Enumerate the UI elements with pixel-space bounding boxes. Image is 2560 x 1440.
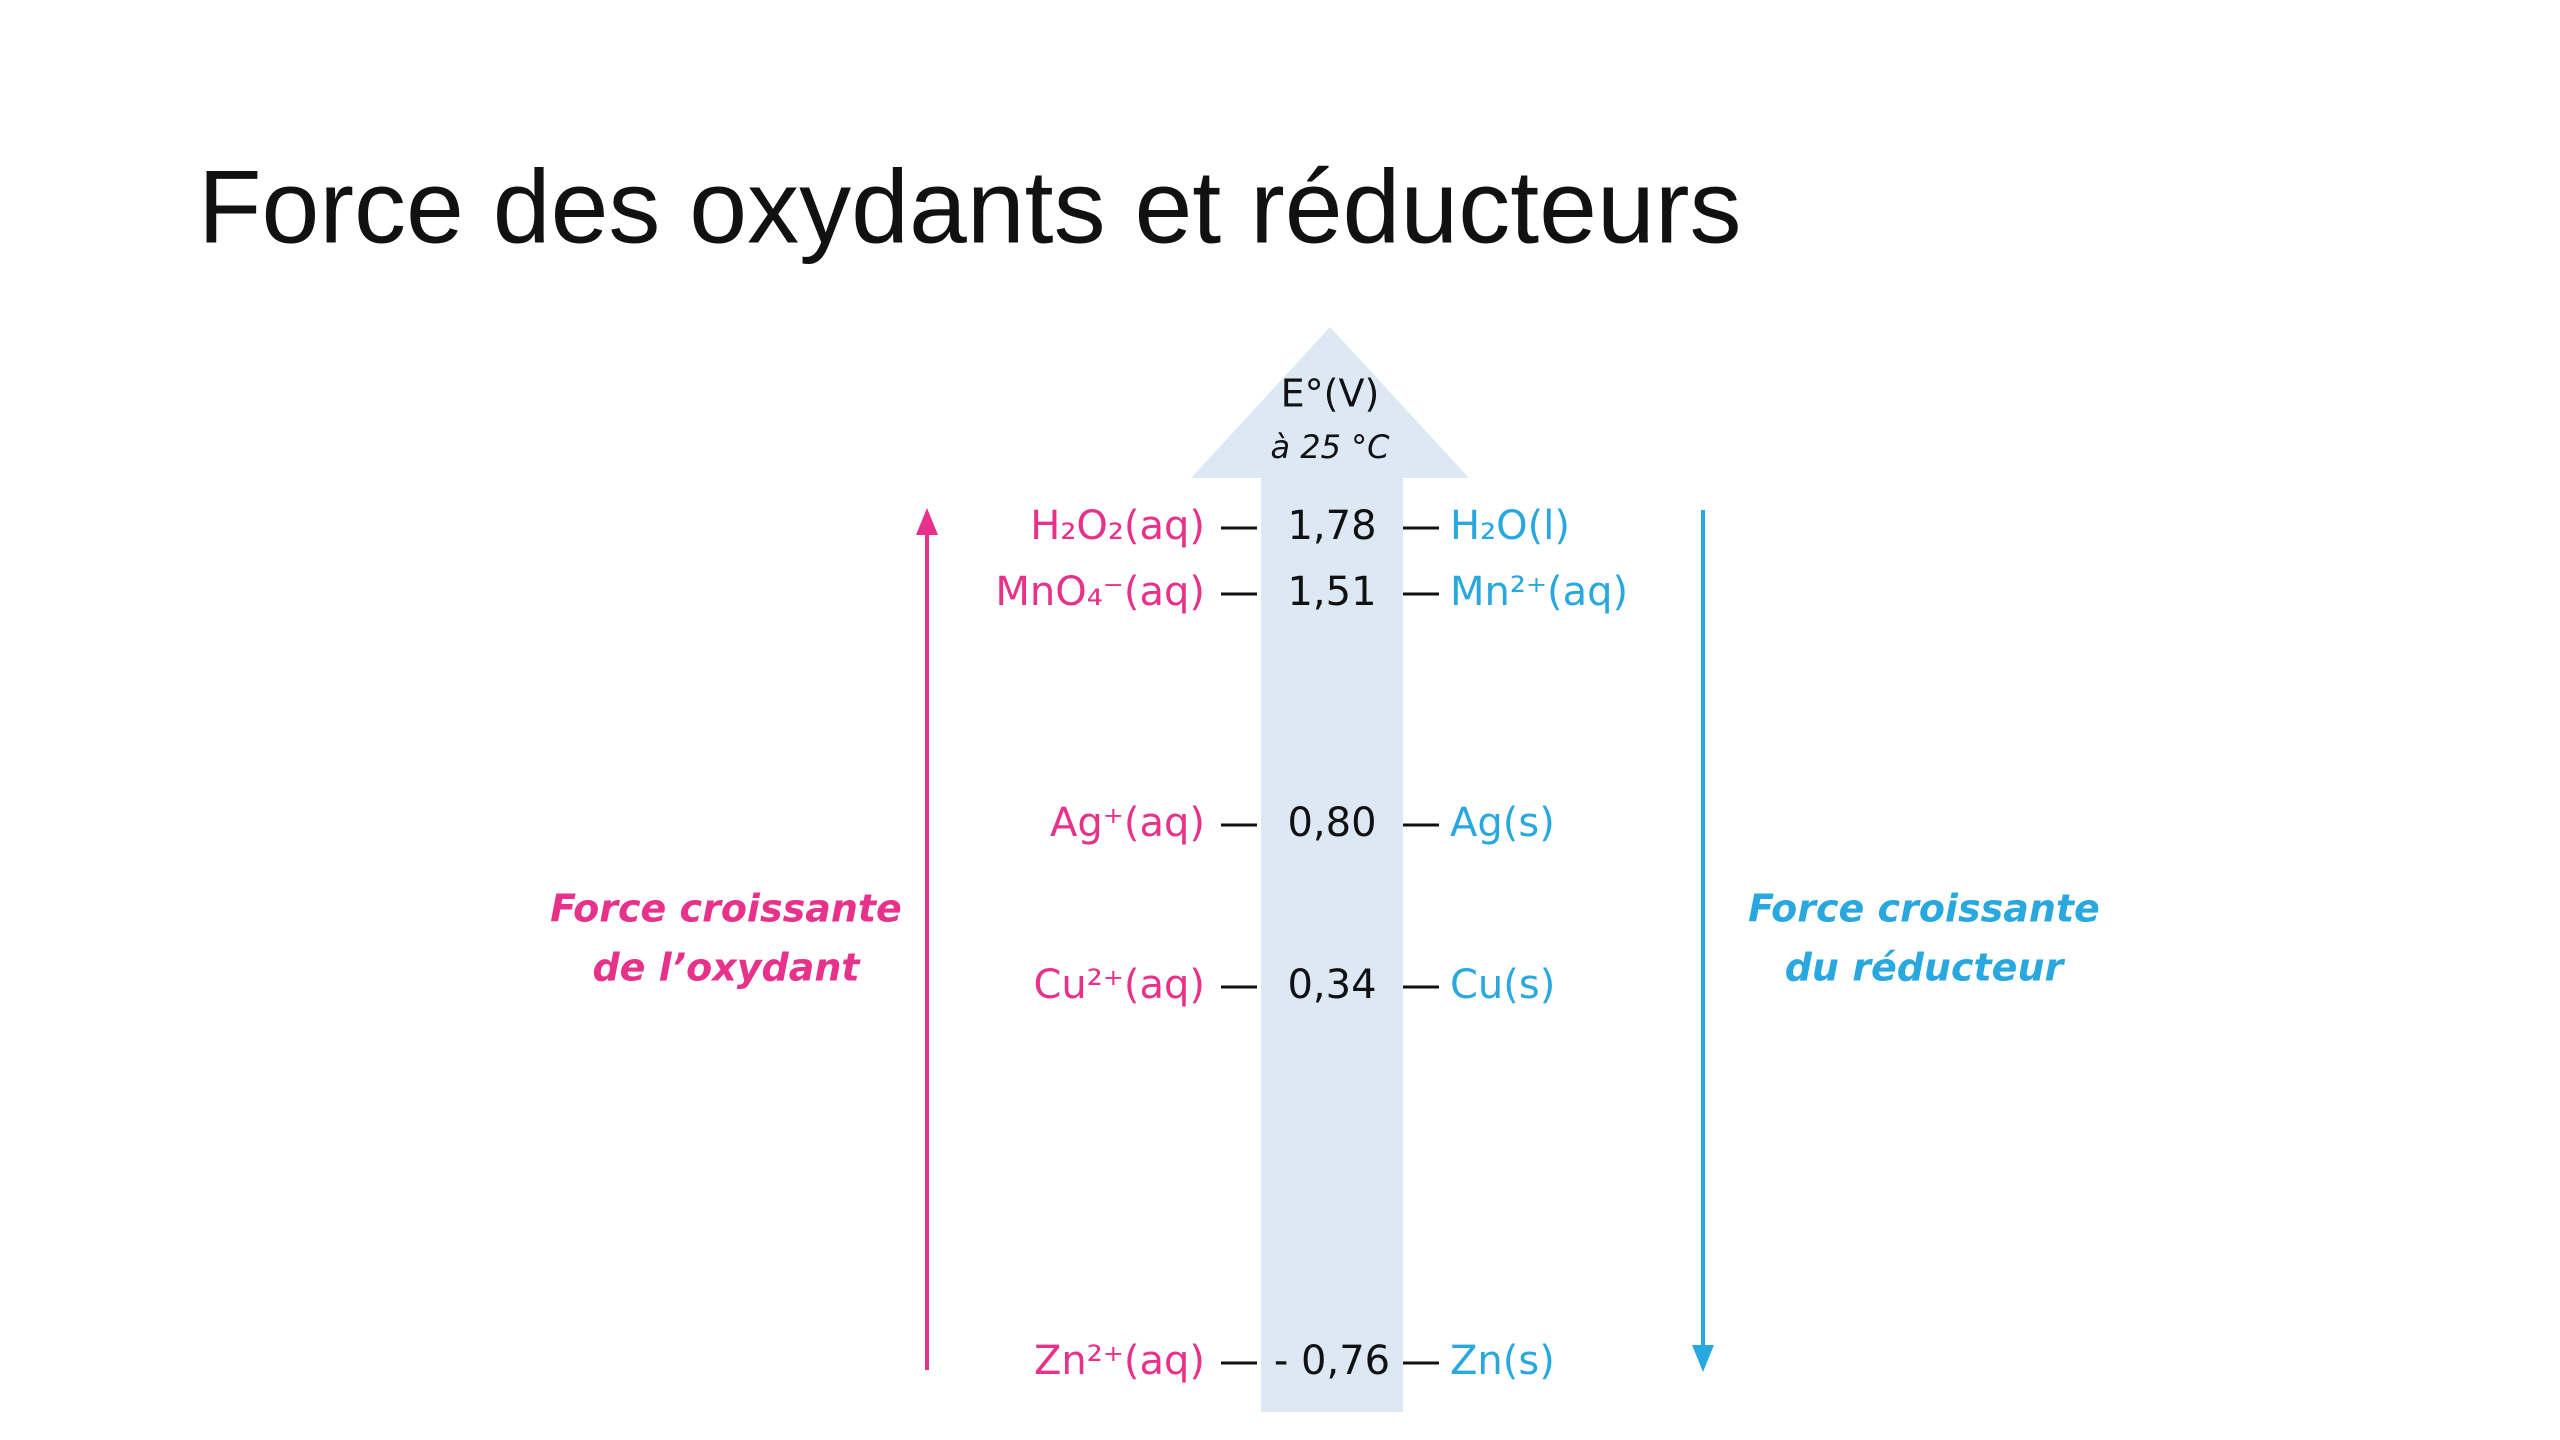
potential: 0,34 [1287, 962, 1376, 1008]
potential: 1,51 [1287, 569, 1376, 615]
oxidant-label: Force croissante [550, 887, 902, 931]
oxidant: Ag⁺(aq) [1050, 800, 1205, 846]
potential: 0,80 [1287, 800, 1376, 846]
potential: 1,78 [1287, 503, 1376, 549]
oxidant: MnO₄⁻(aq) [995, 569, 1205, 615]
oxidant-arrow-head [916, 508, 938, 535]
oxidant-label: de l’oxydant [592, 946, 861, 990]
couples: H₂O₂(aq) 1,78 H₂O(l) MnO₄⁻(aq) 1,51 Mn²⁺(aq) A… [995, 503, 1628, 1384]
potential: - 0,76 [1274, 1338, 1390, 1384]
oxidant: Cu²⁺(aq) [1033, 962, 1205, 1008]
reductant-label: Force croissante [1748, 887, 2100, 931]
reductant: Ag(s) [1450, 800, 1555, 846]
oxidant: Zn²⁺(aq) [1034, 1338, 1205, 1384]
reductant-arrow-head [1692, 1345, 1714, 1372]
reductant: Cu(s) [1450, 962, 1555, 1008]
reductant: H₂O(l) [1450, 503, 1570, 549]
scale-condition: à 25 °C [1270, 428, 1390, 466]
potential-arrow [1191, 327, 1469, 1412]
reductant-label: du réducteur [1785, 946, 2066, 990]
reductant: Zn(s) [1450, 1338, 1555, 1384]
slide-title: Force des oxydants et réducteurs [198, 149, 1741, 265]
oxidant: H₂O₂(aq) [1030, 503, 1205, 549]
reductant: Mn²⁺(aq) [1450, 569, 1628, 615]
scale-header: E°(V) [1281, 372, 1380, 416]
